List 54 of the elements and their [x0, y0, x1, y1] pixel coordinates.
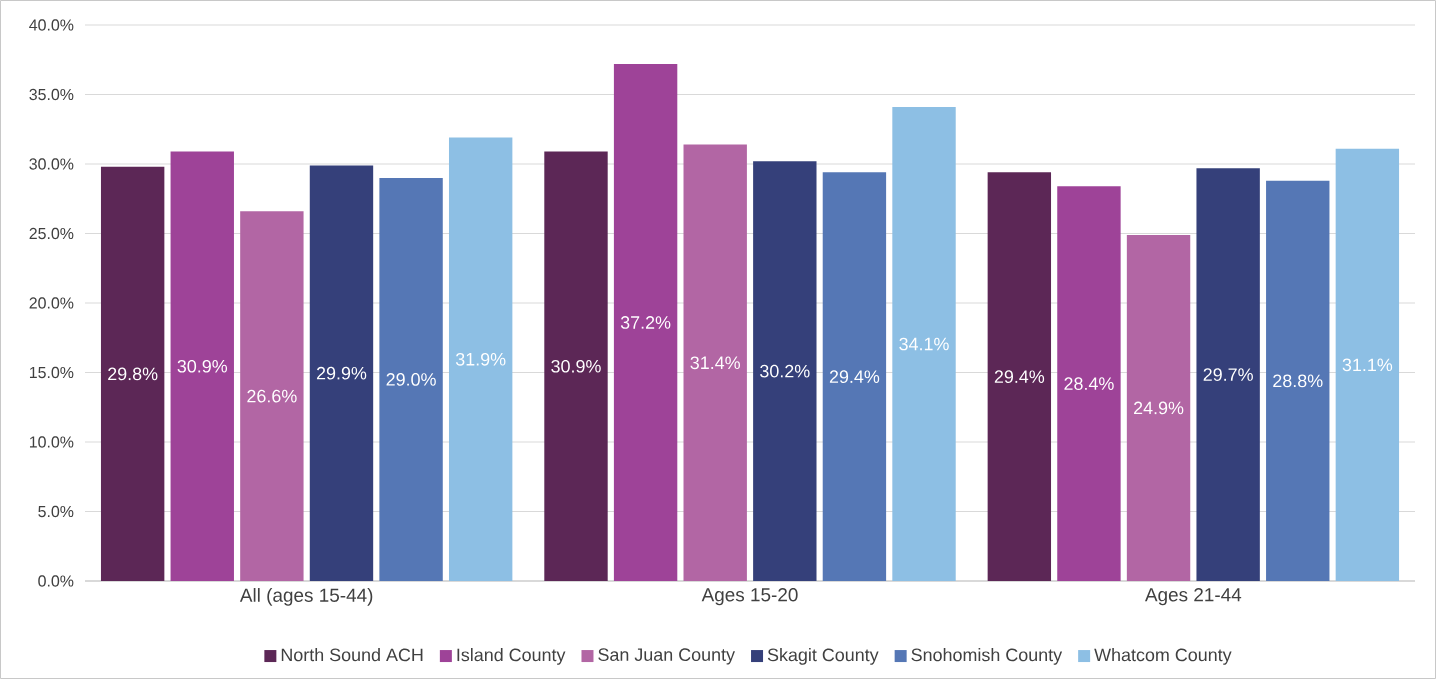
data-label: 30.2% [760, 364, 810, 378]
bar [448, 137, 513, 581]
data-label: 37.2% [620, 316, 671, 329]
bar [892, 107, 956, 581]
bar [1057, 186, 1121, 581]
x-tick-label: Ages 15-20 [701, 588, 798, 606]
y-tick-label: 25.0% [29, 227, 74, 240]
data-label: 29.0% [386, 373, 436, 386]
data-label: 31.9% [455, 352, 506, 366]
y-tick-label: 40.0% [29, 19, 74, 31]
bar [683, 144, 747, 581]
bar [170, 151, 234, 581]
y-tick-label: 15.0% [29, 366, 74, 379]
bar [1335, 148, 1400, 581]
bar [100, 166, 165, 581]
x-tick-label: All (ages 15-44) [239, 588, 373, 606]
data-label: 29.7% [1203, 368, 1253, 381]
y-tick-label: 5.0% [38, 505, 74, 518]
y-tick-label: 20.0% [29, 297, 74, 309]
legend-label: Whatcom County [1094, 648, 1232, 665]
data-label: 30.9% [551, 359, 601, 373]
bar [613, 63, 678, 581]
legend-label: San Juan County [598, 648, 735, 665]
data-label: 30.9% [177, 359, 228, 373]
data-label: 29.4% [829, 370, 880, 384]
bar [309, 165, 374, 581]
data-label: 29.9% [316, 366, 367, 380]
bar [1126, 234, 1191, 581]
bar [379, 177, 443, 581]
data-label: 28.8% [1273, 374, 1323, 388]
bar [987, 172, 1052, 581]
y-tick-label: 10.0% [29, 436, 74, 448]
bar [1196, 168, 1260, 581]
data-label: 29.8% [108, 367, 158, 381]
bar [1266, 180, 1330, 581]
bar [240, 211, 304, 581]
data-label: 29.4% [994, 370, 1045, 384]
y-tick-label: 35.0% [29, 88, 74, 101]
y-tick-label: 0.0% [38, 575, 74, 587]
x-tick-label: Ages 21-44 [1144, 588, 1242, 606]
data-label: 28.4% [1064, 377, 1114, 390]
bar [822, 172, 887, 581]
legend-label: North Sound ACH [281, 648, 423, 662]
data-label: 24.9% [1134, 401, 1184, 415]
legend-label: Skagit County [767, 648, 879, 665]
data-label: 34.1% [899, 337, 949, 351]
y-tick-label: 30.0% [29, 158, 74, 170]
data-label: 26.6% [247, 389, 297, 403]
bar [544, 151, 608, 581]
bar [753, 161, 817, 581]
legend-label: Snohomish County [911, 648, 1063, 665]
data-label: 31.1% [1342, 358, 1393, 372]
legend-label: Island County [457, 648, 566, 665]
data-label: 31.4% [690, 356, 740, 370]
